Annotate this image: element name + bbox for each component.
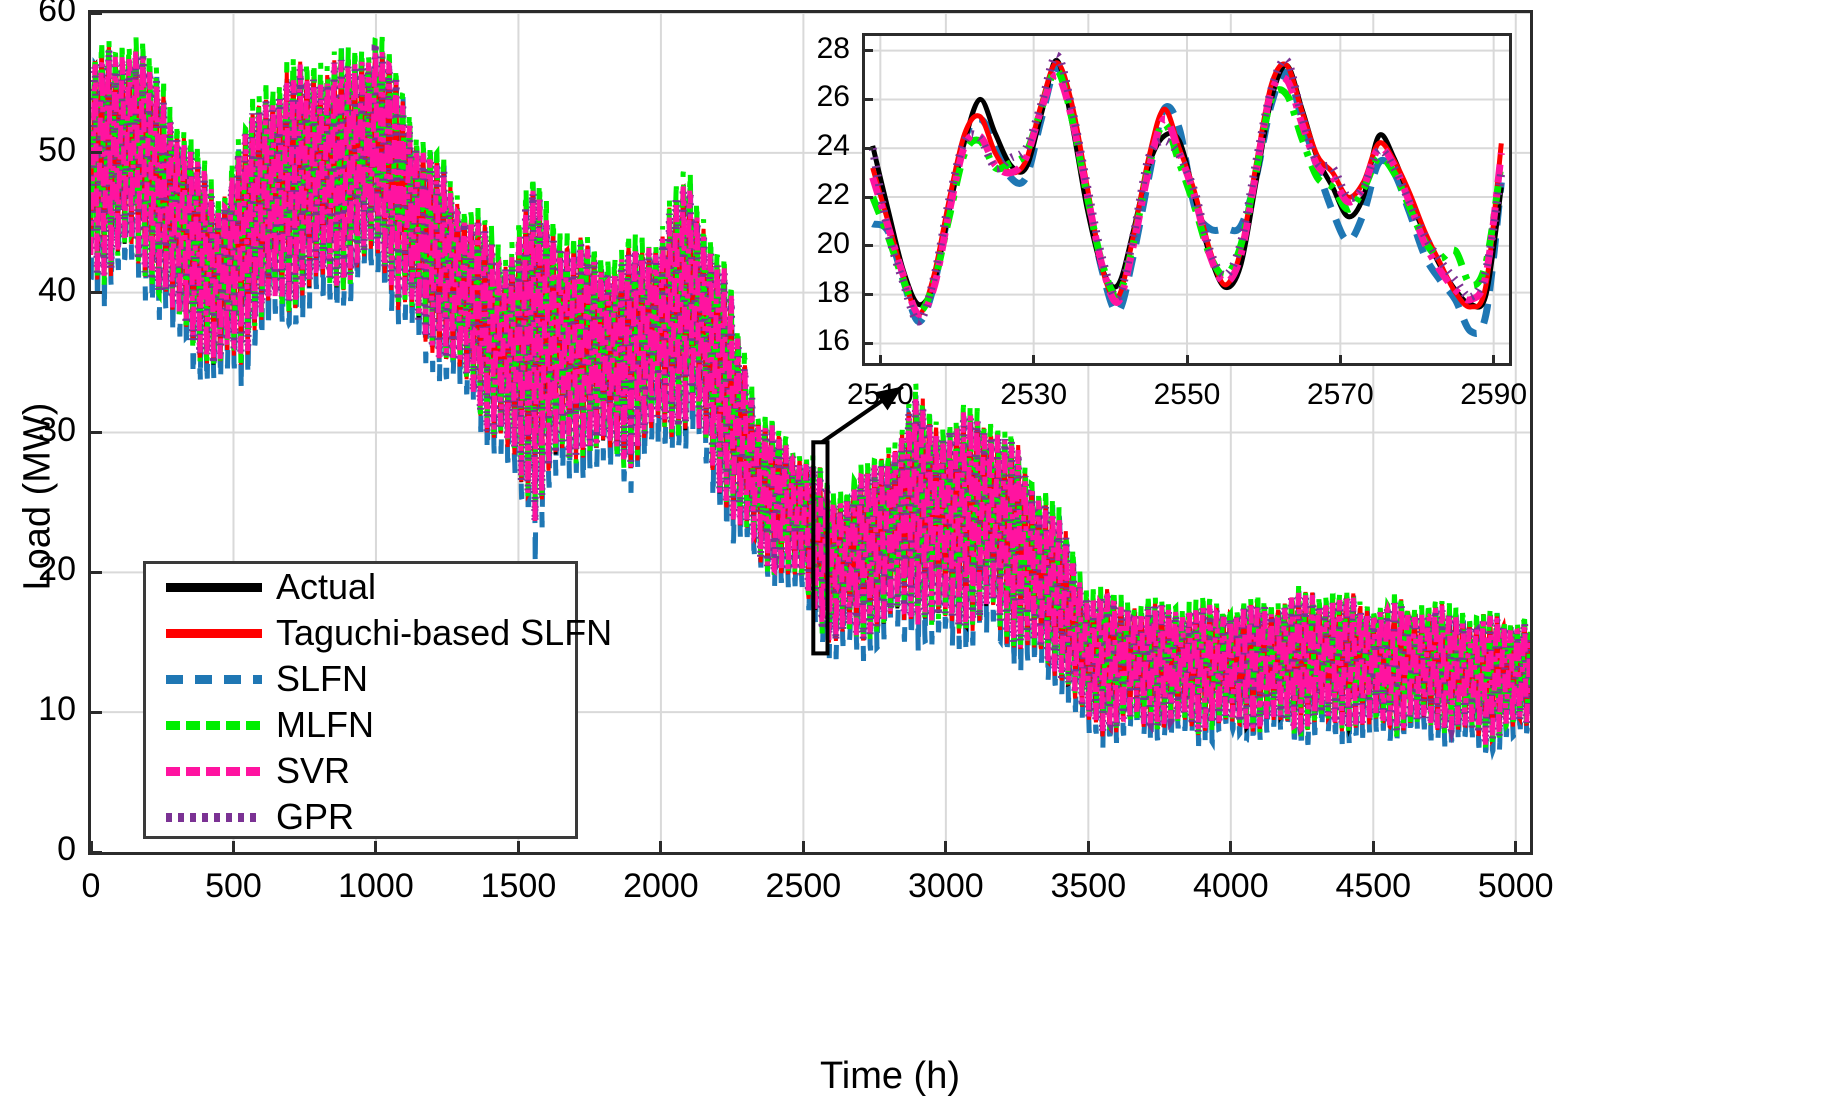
x-tick-1000: 1000 <box>338 867 414 905</box>
legend-label-slfn: SLFN <box>276 658 369 699</box>
legend-label-taguchi-slfn: Taguchi-based SLFN <box>276 612 613 653</box>
legend-item-actual[interactable]: Actual <box>166 564 575 610</box>
x-tick-3500: 3500 <box>1050 867 1127 905</box>
x-tick-mark <box>89 841 93 855</box>
inset-plot-area <box>862 33 1512 366</box>
inset-x-tick-mark <box>1032 355 1036 366</box>
inset-y-tick-24: 24 <box>816 129 850 163</box>
legend-label-svr: SVR <box>276 750 351 791</box>
legend-swatch-actual <box>166 582 262 592</box>
inset-y-tick-28: 28 <box>816 31 850 65</box>
x-tick-mark <box>944 841 948 855</box>
y-tick-10: 10 <box>38 690 76 729</box>
x-tick-mark <box>1514 841 1518 855</box>
inset-x-tick-2530: 2530 <box>1000 378 1068 411</box>
y-tick-30: 30 <box>38 410 76 449</box>
x-tick-0: 0 <box>81 867 101 905</box>
legend-item-svr[interactable]: SVR <box>166 748 575 794</box>
inset-y-tick-18: 18 <box>816 275 850 309</box>
legend-label-mlfn: MLFN <box>276 704 374 745</box>
x-tick-mark <box>1371 841 1375 855</box>
inset-y-tick-mark <box>862 341 873 345</box>
inset-y-tick-mark <box>862 244 873 248</box>
x-axis-label: Time (h) <box>819 1055 961 1097</box>
x-tick-mark <box>1086 841 1090 855</box>
legend-label-actual: Actual <box>276 566 377 607</box>
legend-item-gpr[interactable]: GPR <box>166 794 575 840</box>
x-tick-mark <box>374 841 378 855</box>
y-tick-50: 50 <box>38 130 76 169</box>
y-tick-40: 40 <box>38 270 76 309</box>
inset-y-tick-mark <box>862 97 873 101</box>
legend-swatch-taguchi-slfn <box>166 628 262 638</box>
inset-x-tick-2570: 2570 <box>1306 378 1374 411</box>
y-tick-mark <box>88 850 102 854</box>
legend-swatch-gpr <box>166 812 262 822</box>
inset-plot-canvas <box>865 36 1509 363</box>
y-tick-20: 20 <box>38 550 76 589</box>
y-tick-60: 60 <box>38 0 76 29</box>
inset-y-tick-20: 20 <box>816 226 850 260</box>
y-tick-mark <box>88 710 102 714</box>
x-tick-2000: 2000 <box>623 867 699 905</box>
x-tick-mark <box>1229 841 1233 855</box>
inset-y-tick-16: 16 <box>816 324 850 358</box>
x-tick-mark <box>231 841 235 855</box>
x-tick-4500: 4500 <box>1335 867 1412 905</box>
legend[interactable]: Actual Taguchi-based SLFN SLFN MLFN SVR … <box>143 561 612 840</box>
inset-x-tick-mark <box>1492 355 1496 366</box>
legend-swatch-slfn <box>166 674 262 684</box>
x-tick-4000: 4000 <box>1192 867 1269 905</box>
x-tick-mark <box>801 841 805 855</box>
y-tick-mark <box>88 151 102 155</box>
legend-swatch-svr <box>166 766 262 776</box>
y-tick-mark <box>88 431 102 434</box>
inset-x-tick-mark <box>1185 355 1189 366</box>
x-tick-1500: 1500 <box>480 867 557 905</box>
inset-y-tick-26: 26 <box>816 80 850 114</box>
inset-y-tick-mark <box>862 146 873 150</box>
inset-x-tick-mark <box>878 355 882 366</box>
y-tick-mark <box>88 291 102 295</box>
y-tick-mark <box>88 11 102 15</box>
x-tick-mark <box>659 841 663 855</box>
legend-item-taguchi-slfn[interactable]: Taguchi-based SLFN <box>166 610 612 656</box>
y-tick-mark <box>88 570 102 574</box>
x-tick-2500: 2500 <box>765 867 842 905</box>
x-tick-3000: 3000 <box>908 867 984 905</box>
y-tick-0: 0 <box>57 830 76 868</box>
legend-item-mlfn[interactable]: MLFN <box>166 702 575 748</box>
inset-x-tick-2590: 2590 <box>1460 378 1528 411</box>
inset-y-tick-mark <box>862 293 873 297</box>
inset-y-tick-22: 22 <box>816 178 850 212</box>
inset-x-tick-mark <box>1338 355 1342 366</box>
legend-swatch-mlfn <box>166 720 262 730</box>
inset-y-tick-mark <box>862 195 873 199</box>
legend-label-gpr: GPR <box>276 796 355 837</box>
x-tick-mark <box>516 841 520 855</box>
inset-x-tick-2510: 2510 <box>846 378 914 411</box>
inset-y-tick-mark <box>862 49 873 53</box>
inset-x-tick-2550: 2550 <box>1153 378 1221 411</box>
x-tick-500: 500 <box>205 867 262 905</box>
legend-item-slfn[interactable]: SLFN <box>166 656 575 702</box>
x-tick-5000: 5000 <box>1477 867 1554 905</box>
